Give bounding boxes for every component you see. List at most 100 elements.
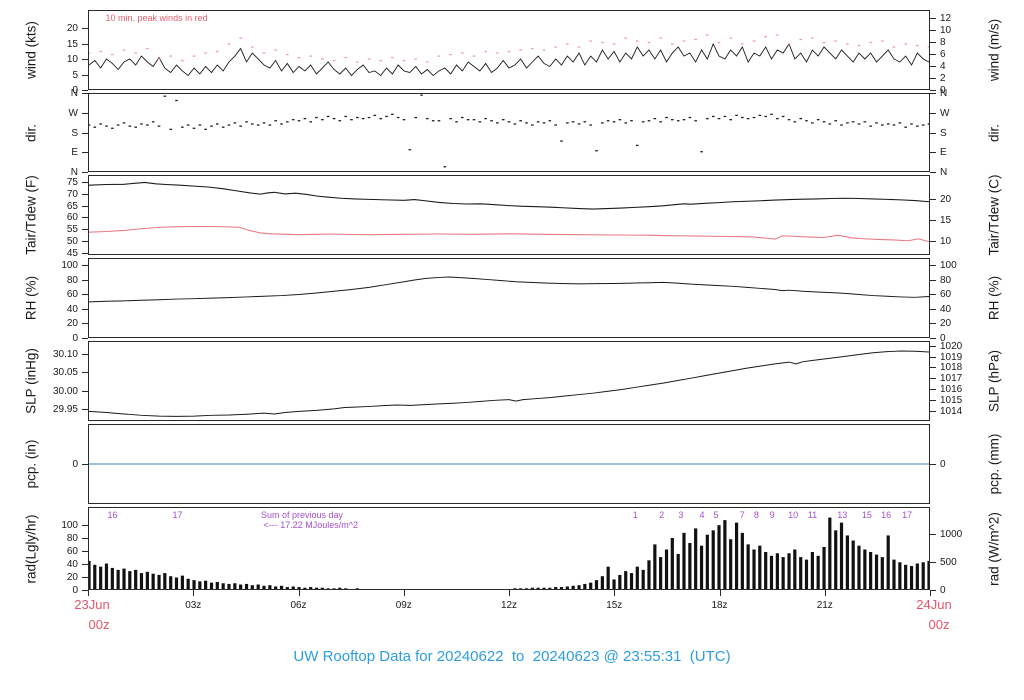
x-axis-tick [824,590,826,596]
panel-slp [88,341,930,421]
wind-right-tick-label: 8 [940,37,946,49]
wind-right-tick [930,42,936,44]
slp-right-tick [930,378,936,380]
x-axis-tick-label: 18z [711,600,728,611]
slp-left-tick [82,353,88,355]
slp-right-tick [930,356,936,358]
rh-left-tick [82,265,88,267]
wind-right-tick [930,78,936,80]
wind-speed-line [89,42,929,77]
slp-right-tick [930,367,936,369]
wind-right-tick [930,18,936,20]
x-axis-tick-label: 09z [395,600,412,611]
wind-right-tick-label: 6 [940,49,946,61]
x-axis-date-label: 24Jun [916,597,952,612]
rh-right-tick [930,265,936,267]
wind-plot-canvas [89,34,929,77]
dir-left-tick [82,152,88,154]
slp-right-tick [930,410,936,412]
rh-right-tick-label: 20 [940,318,952,330]
slp-right-tick-label: 1014 [940,405,963,417]
x-axis-tick [930,590,931,596]
rad-annotation: 5 [713,510,719,520]
tair-left-tick [82,205,88,207]
rh-right-tick [930,308,936,310]
x-axis-tick-label: 06z [290,600,307,611]
wind-left-tick [82,43,88,45]
rh-right-tick-label: 60 [940,289,952,301]
tair-left-tick [82,217,88,219]
slp-left-tick-label: 30.00 [52,385,78,397]
dir-left-tick-label: N [70,167,78,178]
dir-left-tick [82,112,88,114]
tair-right-tick-label: 15 [940,214,952,226]
x-axis-tick [403,590,405,596]
rad-right-tick [930,533,936,535]
rad-left-axis-label: rad(Lgly/hr) [23,513,39,584]
wind-right-tick [930,66,936,68]
slp-right-tick-label: 1018 [940,362,963,374]
pcp-plot-canvas [89,463,929,465]
wind-right-tick-label: 4 [940,61,946,73]
rad-left-tick-label: 60 [66,545,78,557]
tair-plot-canvas [89,181,929,243]
rad-right-tick-label: 0 [940,585,946,596]
rh-left-tick-label: 20 [66,318,78,330]
rh-left-tick [82,308,88,310]
rad-plot-canvas [89,517,929,589]
tair-left-tick-label: 45 [66,247,78,259]
wind-right-tick-label: 10 [940,25,952,37]
x-axis-tick [88,590,89,596]
slp-left-tick-label: 29.95 [52,403,78,415]
tair-left-tick-label: 75 [66,177,78,189]
rad-left-tick-label: 100 [61,519,78,531]
wind-left-tick-label: 15 [66,38,78,50]
rh-left-tick-label: 80 [66,274,78,286]
rad-annotation: 10 [788,510,799,520]
x-axis-tick [298,590,300,596]
rad-left-tick-label: 80 [66,532,78,544]
rh-right-tick [930,279,936,281]
tair-left-tick [82,229,88,231]
tair-left-axis-label: Tair/Tdew (F) [23,175,39,255]
tair-left-tick-label: 65 [66,200,78,212]
panel-rad [88,507,930,590]
wind-right-tick [930,54,936,56]
rh-left-tick [82,338,88,339]
rh-left-tick [82,294,88,296]
dir-right-tick-label: N [940,88,948,99]
rh-left-tick-label: 40 [66,303,78,315]
rh-right-tick-label: 100 [940,260,957,272]
slp-right-axis-label: SLP (hPa) [986,349,1002,413]
slp-plot-canvas [89,350,929,417]
rh-left-tick-label: 100 [61,260,78,272]
rad-right-tick [930,561,936,563]
dir-left-tick-label: W [68,107,78,119]
x-axis-tick-label: 12z [500,600,518,611]
rad-left-tick [82,576,88,578]
x-axis-tick [719,590,721,596]
panel-tair [88,175,930,255]
rh-right-tick-label: 80 [940,274,952,286]
slp-left-tick-label: 30.10 [52,348,78,360]
x-axis-tick-label: 21z [816,600,833,611]
x-axis-tick-label: 15z [606,600,623,611]
dir-left-tick [82,132,88,134]
wind-left-tick-label: 10 [66,54,78,66]
rad-right-tick-label: 1000 [940,528,963,540]
pcp-right-tick [930,464,936,465]
dir-left-tick-label: E [71,147,78,159]
tair-right-tick [930,198,936,200]
dir-right-tick-label: W [940,107,950,119]
tair-left-tick [82,182,88,184]
slp-left-tick [82,408,88,410]
slp-right-tick-label: 1020 [940,340,963,352]
rad-left-tick [82,524,88,526]
rad-annotation: 3 [678,510,684,520]
dir-right-tick-label: E [940,147,947,159]
tair-left-tick [82,252,88,254]
tair-right-tick-label: 20 [940,193,952,205]
rad-annotation: 7 [739,510,745,520]
wind-annotation: 10 min. peak winds in red [105,13,208,23]
rad-annotation: 4 [699,510,705,520]
